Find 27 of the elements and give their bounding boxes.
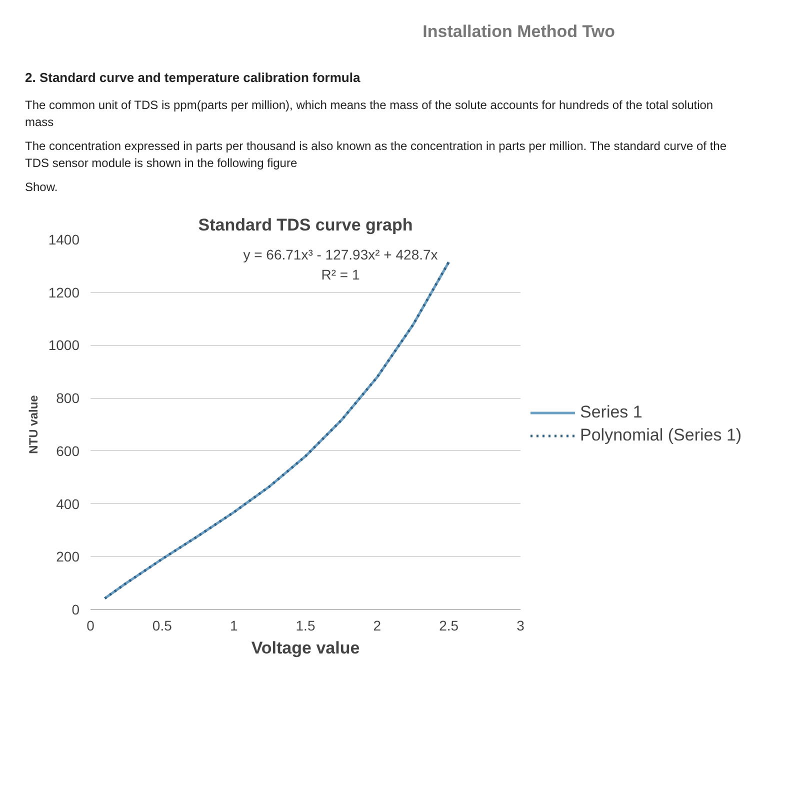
y-tick-label: 1200 (48, 284, 80, 300)
text: Show. (25, 179, 58, 196)
x-tick-label: 3 (516, 617, 525, 634)
text: The concentration expressed in parts per thousand is also known as the concentration in parts per million. The standard curve of the TDS sensor module is shown in the following figure (25, 138, 728, 172)
annotation: R² = 1 (321, 266, 360, 282)
chart-title: Standard TDS curve graph (198, 215, 413, 234)
x-tick-label: 0 (86, 617, 95, 634)
legend-label: Polynomial (Series 1) (580, 425, 742, 446)
x-tick-label: 2 (373, 617, 382, 634)
y-tick-label: 0 (72, 601, 80, 618)
x-tick-label: 2.5 (439, 617, 459, 634)
y-tick-label: 1000 (48, 336, 80, 353)
y-tick-label: 600 (56, 442, 80, 458)
y-tick-label: 1400 (48, 231, 80, 248)
y-tick-label: 800 (56, 390, 80, 406)
y-axis-title: NTU value (26, 394, 40, 454)
text: Installation Method Two (422, 21, 615, 43)
x-tick-label: 0.5 (152, 617, 172, 634)
x-tick-label: 1.5 (296, 617, 316, 634)
text: The common unit of TDS is ppm(parts per million), which means the mass of the solute accounts for hundreds of the total solution mass (25, 96, 714, 131)
x-axis-title: Voltage value (251, 638, 360, 658)
text: 2. Standard curve and temperature calibration formula (25, 69, 360, 88)
y-tick-label: 400 (56, 495, 80, 512)
legend-label: Series 1 (580, 402, 642, 422)
annotation: y = 66.71x³ - 127.93x² + 428.7x (243, 246, 438, 262)
y-tick-label: 200 (56, 548, 80, 564)
x-tick-label: 1 (230, 617, 238, 634)
